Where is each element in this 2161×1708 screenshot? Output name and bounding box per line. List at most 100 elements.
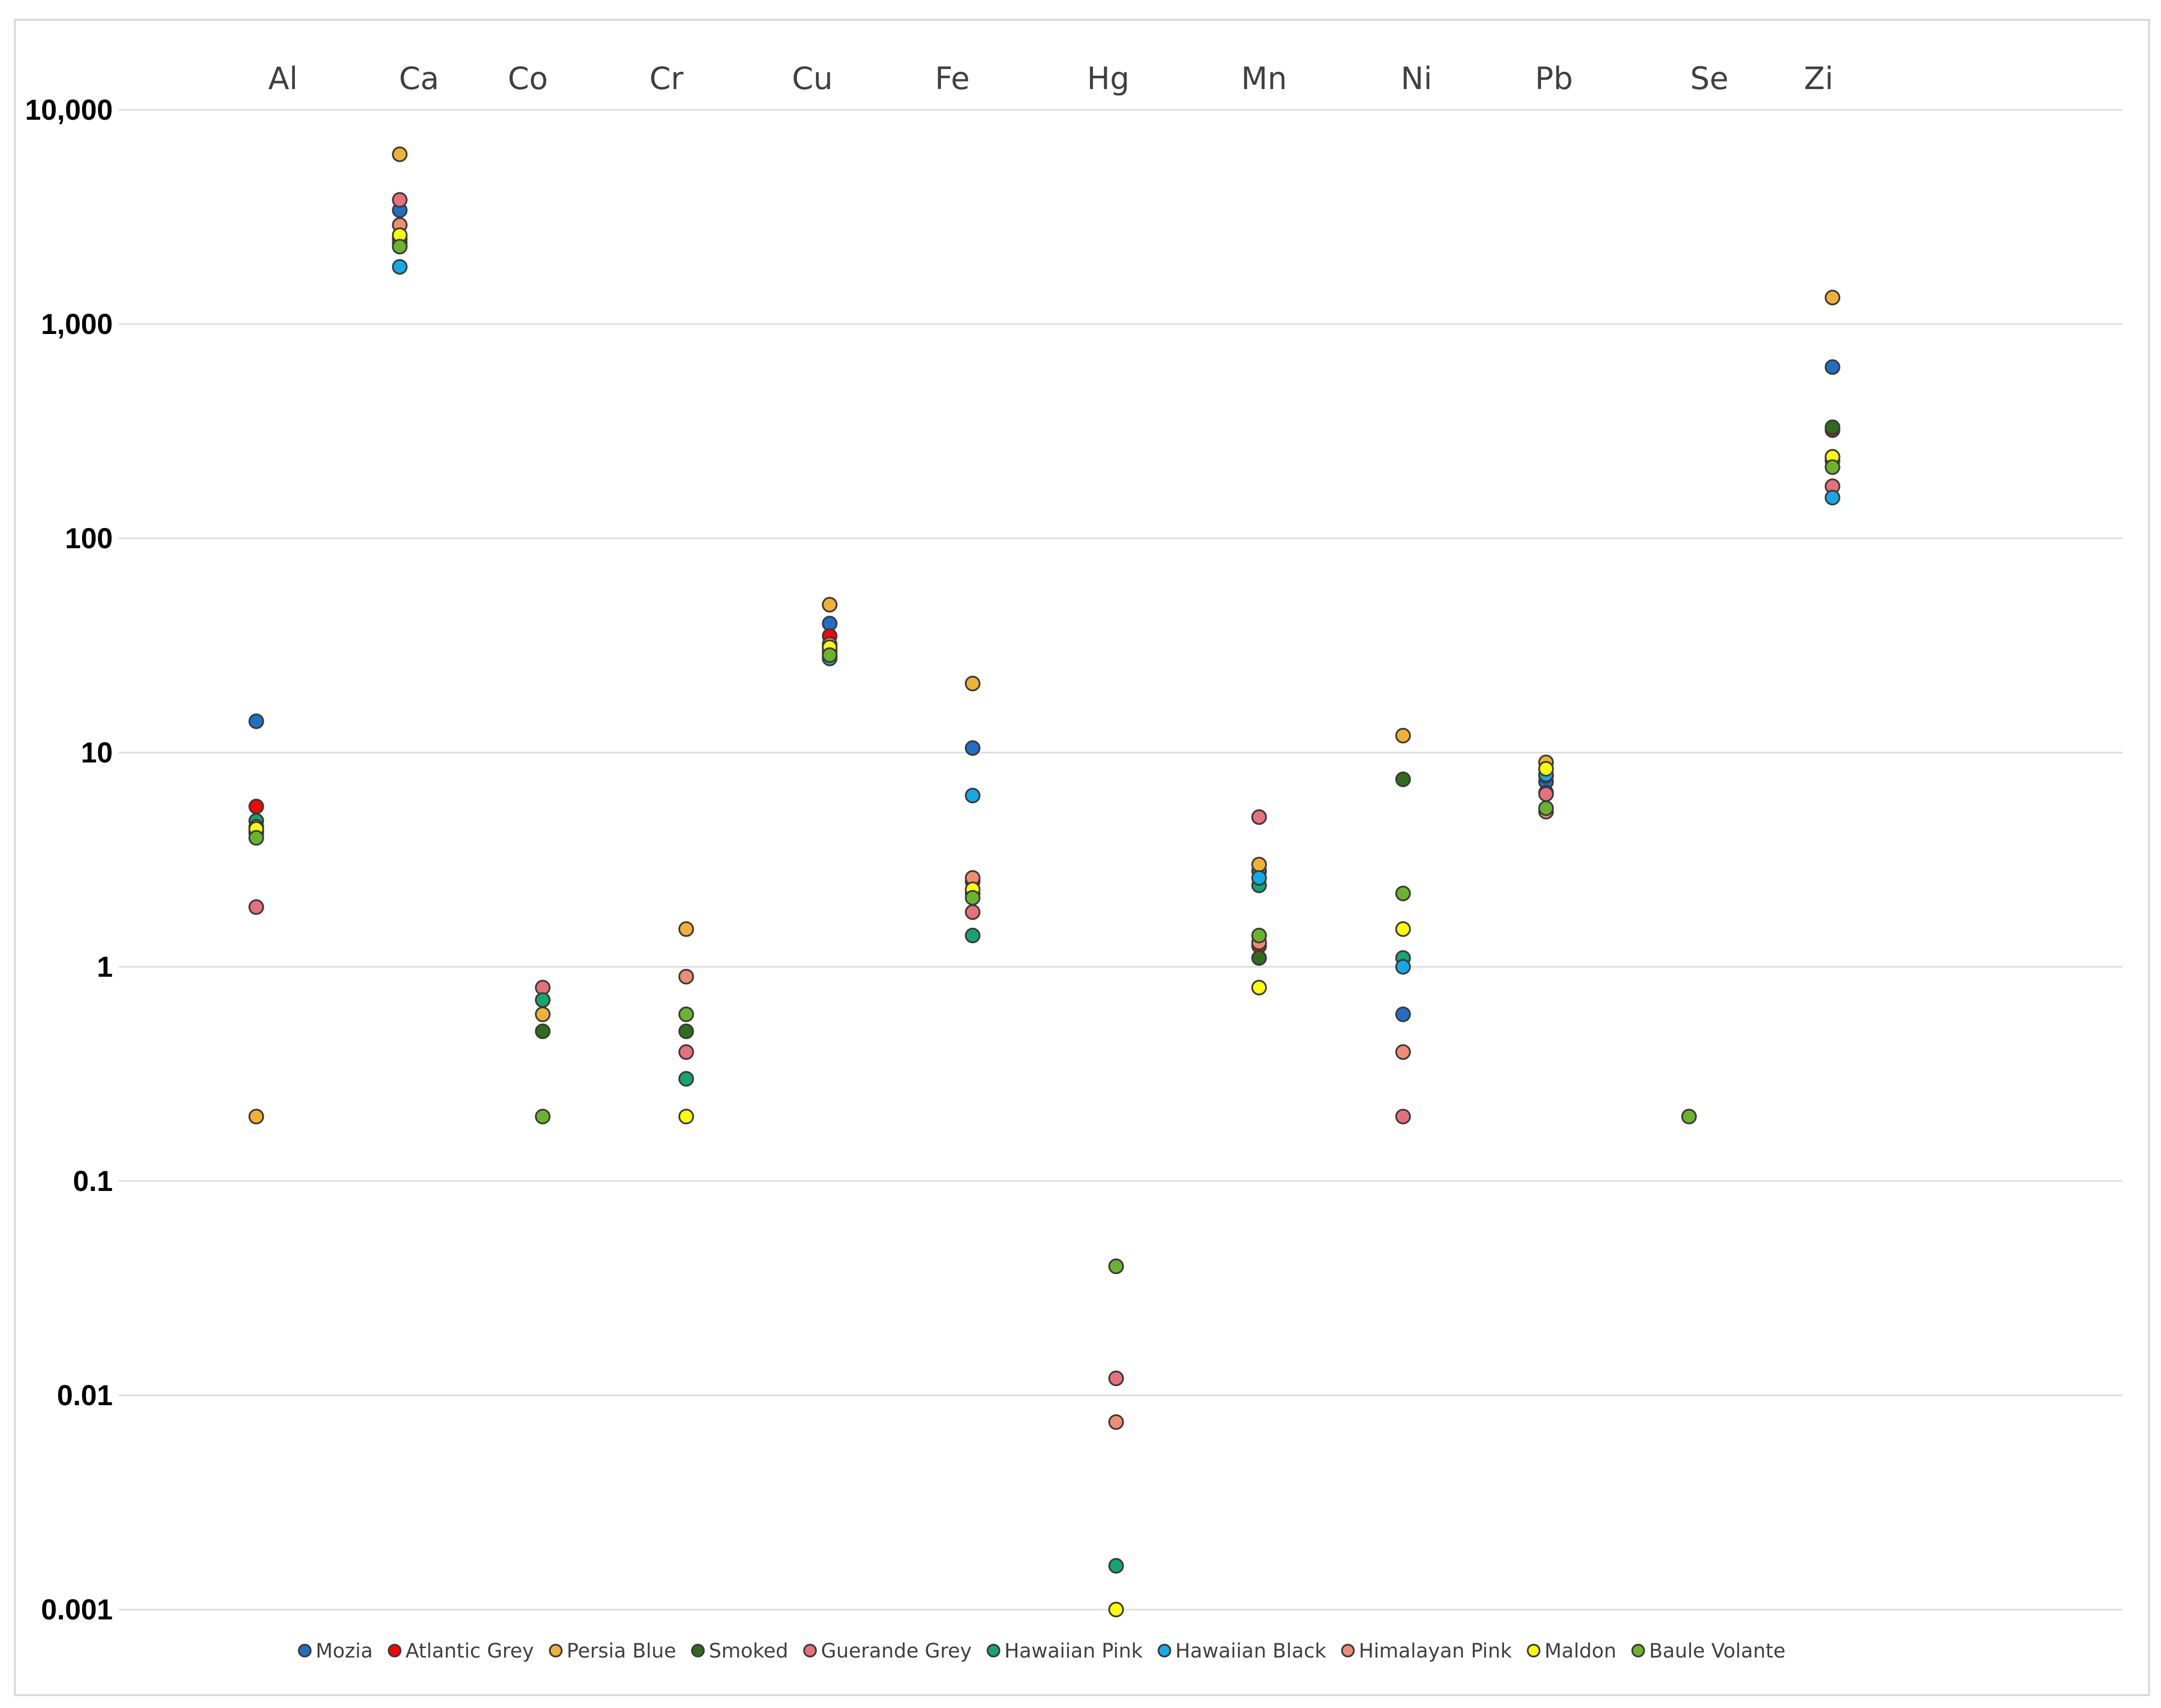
legend-entry: Baule Volante bbox=[1631, 1640, 1785, 1662]
data-point bbox=[1395, 959, 1411, 975]
legend-label: Baule Volante bbox=[1649, 1640, 1785, 1662]
legend-marker bbox=[549, 1644, 563, 1658]
y-axis-tick-labels: 10,000 1,000 100 10 1 0.1 0.01 0.001 bbox=[25, 94, 113, 1626]
y-tick-label: 0.001 bbox=[41, 1594, 113, 1626]
data-point bbox=[1395, 771, 1411, 787]
data-point bbox=[1538, 786, 1554, 802]
chart-frame bbox=[14, 19, 2150, 1696]
data-point bbox=[1108, 1602, 1124, 1617]
data-point bbox=[1108, 1414, 1124, 1430]
data-point bbox=[392, 146, 408, 162]
data-point bbox=[1251, 870, 1267, 886]
legend: Mozia Atlantic Grey Persia Blue Smoked Guera… bbox=[298, 1640, 1785, 1662]
data-point bbox=[535, 1023, 551, 1040]
legend-label: Maldon bbox=[1545, 1640, 1616, 1662]
category-label: Cu bbox=[792, 60, 833, 96]
y-tick-label: 100 bbox=[65, 522, 113, 555]
data-point bbox=[965, 927, 981, 944]
data-point bbox=[678, 1023, 694, 1040]
category-label: Co bbox=[508, 60, 548, 96]
data-point bbox=[678, 1006, 694, 1022]
legend-entry: Hawaiian Pink bbox=[987, 1640, 1143, 1662]
data-point bbox=[965, 788, 981, 804]
category-label: Fe bbox=[935, 60, 970, 96]
legend-label: Mozia bbox=[316, 1640, 373, 1662]
data-point bbox=[248, 713, 264, 729]
legend-marker bbox=[1341, 1644, 1355, 1658]
data-point bbox=[1538, 761, 1554, 777]
category-label: Ca bbox=[399, 60, 439, 96]
legend-label: Hawaiian Pink bbox=[1004, 1640, 1143, 1662]
data-point bbox=[678, 1044, 694, 1060]
legend-marker bbox=[987, 1644, 1000, 1658]
data-point bbox=[535, 1108, 551, 1125]
data-point bbox=[678, 921, 694, 937]
data-point bbox=[1825, 419, 1840, 435]
data-point bbox=[1108, 1558, 1124, 1574]
category-label: Cr bbox=[650, 60, 684, 96]
data-point bbox=[1108, 1370, 1124, 1386]
legend-marker bbox=[387, 1644, 402, 1658]
data-points bbox=[248, 146, 1840, 1617]
data-point bbox=[535, 1006, 551, 1022]
data-point bbox=[392, 259, 408, 275]
legend-marker bbox=[1527, 1644, 1541, 1658]
y-tick-label: 10,000 bbox=[25, 94, 113, 126]
data-point bbox=[1251, 950, 1267, 966]
data-point bbox=[965, 675, 981, 692]
data-point bbox=[678, 969, 694, 985]
data-point bbox=[1825, 459, 1840, 475]
data-point bbox=[822, 647, 838, 663]
legend-marker bbox=[691, 1644, 705, 1658]
data-point bbox=[1251, 856, 1267, 873]
data-point bbox=[1251, 980, 1267, 996]
legend-entry: Maldon bbox=[1527, 1640, 1616, 1662]
legend-entry: Smoked bbox=[691, 1640, 789, 1662]
legend-marker bbox=[298, 1644, 312, 1658]
data-point bbox=[678, 1108, 694, 1125]
y-tick-label: 1,000 bbox=[41, 308, 113, 340]
category-label: Mn bbox=[1241, 60, 1287, 96]
data-point bbox=[1538, 800, 1554, 816]
data-point bbox=[1251, 927, 1267, 944]
data-point bbox=[965, 904, 981, 920]
data-point bbox=[965, 890, 981, 906]
legend-label: Persia Blue bbox=[566, 1640, 676, 1662]
data-point bbox=[535, 992, 551, 1008]
category-label: Ni bbox=[1401, 60, 1432, 96]
data-point bbox=[1251, 809, 1267, 825]
legend-entry: Atlantic Grey bbox=[387, 1640, 534, 1662]
y-tick-label: 10 bbox=[81, 737, 113, 769]
data-point bbox=[1825, 359, 1840, 375]
data-point bbox=[1395, 921, 1411, 937]
legend-entry: Himalayan Pink bbox=[1341, 1640, 1512, 1662]
legend-marker bbox=[803, 1644, 817, 1658]
data-point bbox=[965, 740, 981, 756]
y-tick-label: 0.01 bbox=[57, 1379, 113, 1412]
y-tick-label: 0.1 bbox=[73, 1165, 113, 1197]
legend-marker bbox=[1157, 1644, 1172, 1658]
data-point bbox=[1395, 1044, 1411, 1060]
legend-marker bbox=[1631, 1644, 1645, 1658]
data-point bbox=[392, 192, 408, 208]
legend-entry: Persia Blue bbox=[549, 1640, 676, 1662]
data-point bbox=[392, 238, 408, 255]
data-point bbox=[248, 799, 264, 814]
data-point bbox=[248, 899, 264, 915]
data-point bbox=[1395, 885, 1411, 901]
legend-label: Atlantic Grey bbox=[406, 1640, 534, 1662]
data-point bbox=[1395, 727, 1411, 744]
data-point bbox=[248, 830, 264, 846]
legend-entry: Mozia bbox=[298, 1640, 373, 1662]
y-tick-label: 1 bbox=[97, 951, 113, 983]
legend-label: Guerande Grey bbox=[821, 1640, 972, 1662]
data-point bbox=[1681, 1108, 1697, 1125]
data-point bbox=[1825, 289, 1840, 306]
data-point bbox=[1108, 1258, 1124, 1275]
category-label: Pb bbox=[1535, 60, 1573, 96]
legend-entry: Hawaiian Black bbox=[1157, 1640, 1326, 1662]
category-label: Al bbox=[268, 60, 298, 96]
legend-label: Smoked bbox=[709, 1640, 789, 1662]
legend-entry: Guerande Grey bbox=[803, 1640, 972, 1662]
